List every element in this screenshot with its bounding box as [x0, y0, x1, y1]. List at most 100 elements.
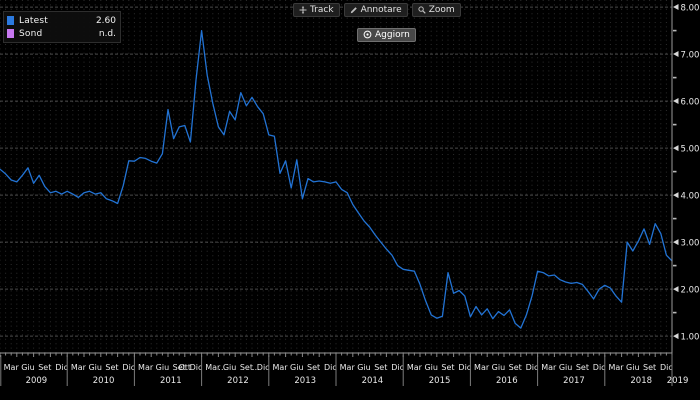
x-axis-month-label: Set [38, 363, 51, 372]
refresh-clock-icon [363, 30, 372, 39]
y-axis-label: 1.00 [681, 332, 700, 342]
x-axis-month-label: Giu [559, 363, 573, 372]
x-axis-month-label: Giu [492, 363, 506, 372]
x-axis-month-label: Dic [122, 363, 135, 372]
refresh-toolbar: Aggiorn [357, 24, 416, 43]
x-axis-month-label: Dic [55, 363, 68, 372]
legend-series-label: Sond [19, 28, 43, 39]
y-axis-label: 2.00 [681, 285, 700, 295]
x-axis-year-label: 2010 [93, 376, 115, 386]
yield-line [0, 29, 673, 329]
track-crosshair-icon [299, 6, 307, 14]
x-axis-month-label: Set [374, 363, 387, 372]
x-axis-year-label: 2009 [26, 376, 48, 386]
y-axis-label: 7.00 [681, 50, 700, 60]
x-axis-month-label: Set [643, 363, 656, 372]
zoom-button[interactable]: Zoom [411, 3, 461, 17]
x-axis-month-label: Mar [541, 363, 557, 372]
x-axis-month-label: Giu [21, 363, 35, 372]
x-axis-month-label: Mar [340, 363, 356, 372]
x-axis-year-label: 2018 [630, 376, 652, 386]
x-axis-year-label: 2016 [496, 376, 518, 386]
y-minor-tick [673, 170, 677, 173]
x-axis-year-label: 2012 [227, 376, 249, 386]
y-minor-tick [673, 311, 677, 314]
legend-item-sond[interactable]: Sond n.d. [7, 27, 117, 40]
legend-swatch [7, 16, 14, 25]
legend: Latest 2.60 Sond n.d. [3, 11, 121, 43]
y-axis-label: 4.00 [681, 191, 700, 201]
x-axis-month-label: Mar [272, 363, 288, 372]
legend-item-latest[interactable]: Latest 2.60 [7, 14, 117, 27]
x-axis-year-label: 2011 [160, 376, 182, 386]
x-axis-month-label: Giu [156, 363, 170, 372]
y-minor-tick [673, 29, 677, 32]
pencil-icon [350, 6, 358, 14]
chart-toolbar: Track Annotare Zoom [293, 3, 461, 17]
y-axis-label: 8.00 [681, 3, 700, 13]
x-axis-month-label: Set [307, 363, 320, 372]
x-axis-month-label: Mar [138, 363, 154, 372]
annotate-button[interactable]: Annotare [343, 3, 408, 17]
x-axis-month-label: Dic [257, 363, 270, 372]
y-tick-arrow [673, 333, 679, 340]
y-tick-arrow [673, 192, 679, 199]
legend-series-label: Latest [19, 15, 49, 26]
y-axis-label: 3.00 [681, 238, 700, 248]
y-tick-arrow [673, 239, 679, 246]
y-tick-arrow [673, 145, 679, 152]
y-minor-tick [673, 76, 677, 79]
track-button-label: Track [310, 5, 334, 15]
y-minor-tick [673, 264, 677, 267]
x-axis-month-label: Set [441, 363, 454, 372]
y-axis-label: 6.00 [681, 97, 700, 107]
x-axis-month-label: Mar [205, 363, 221, 372]
x-axis-month-label: Mar [474, 363, 490, 372]
magnifier-icon [418, 6, 426, 14]
y-tick-arrow [673, 98, 679, 105]
x-axis-month-label: Giu [626, 363, 640, 372]
x-axis-month-label: Set [105, 363, 118, 372]
x-axis-month-label: Mar [608, 363, 624, 372]
y-tick-arrow [673, 4, 679, 11]
x-axis-year-label: 2013 [294, 376, 316, 386]
x-axis-month-label: Giu [424, 363, 438, 372]
refresh-button-label: Aggiorn [375, 29, 410, 40]
x-axis-month-label: Mar [71, 363, 87, 372]
x-axis-month-label: Giu [357, 363, 371, 372]
x-axis-month-label: Set [240, 363, 253, 372]
x-axis-month-label: Giu [88, 363, 102, 372]
x-axis-year-label: 2017 [563, 376, 585, 386]
x-axis-month-label: Dic [526, 363, 539, 372]
y-minor-tick [673, 217, 677, 220]
x-axis-month-label: Mar [4, 363, 20, 372]
x-axis-month-label: Dic [190, 363, 203, 372]
legend-series-value: 2.60 [95, 15, 116, 26]
x-axis-month-label: Dic [458, 363, 471, 372]
y-tick-arrow [673, 286, 679, 293]
x-axis-month-label: … [218, 363, 226, 372]
x-axis-month-label: Set [173, 363, 186, 372]
refresh-button[interactable]: Aggiorn [357, 27, 416, 42]
x-axis-month-label: Giu [223, 363, 237, 372]
x-axis-year-label: 2015 [429, 376, 451, 386]
x-axis-month-label: Dic [660, 363, 673, 372]
x-axis-month-label: … [252, 363, 260, 372]
track-button[interactable]: Track [293, 3, 340, 17]
x-axis-month-label: Giu [290, 363, 304, 372]
legend-series-value: n.d. [98, 28, 116, 39]
x-axis-month-label: Set [509, 363, 522, 372]
zoom-button-label: Zoom [428, 5, 455, 15]
x-axis-year-label: 2019 [667, 376, 689, 386]
y-tick-arrow [673, 51, 679, 58]
x-axis-month-label: Ott [179, 363, 192, 372]
x-axis-month-label: Dic [391, 363, 404, 372]
x-axis-month-label: Dic [593, 363, 606, 372]
y-minor-tick [673, 123, 677, 126]
x-axis-month-label: Dic [324, 363, 337, 372]
legend-swatch [7, 29, 14, 38]
x-axis-year-label: 2014 [362, 376, 384, 386]
x-axis-month-label: Mar [407, 363, 423, 372]
